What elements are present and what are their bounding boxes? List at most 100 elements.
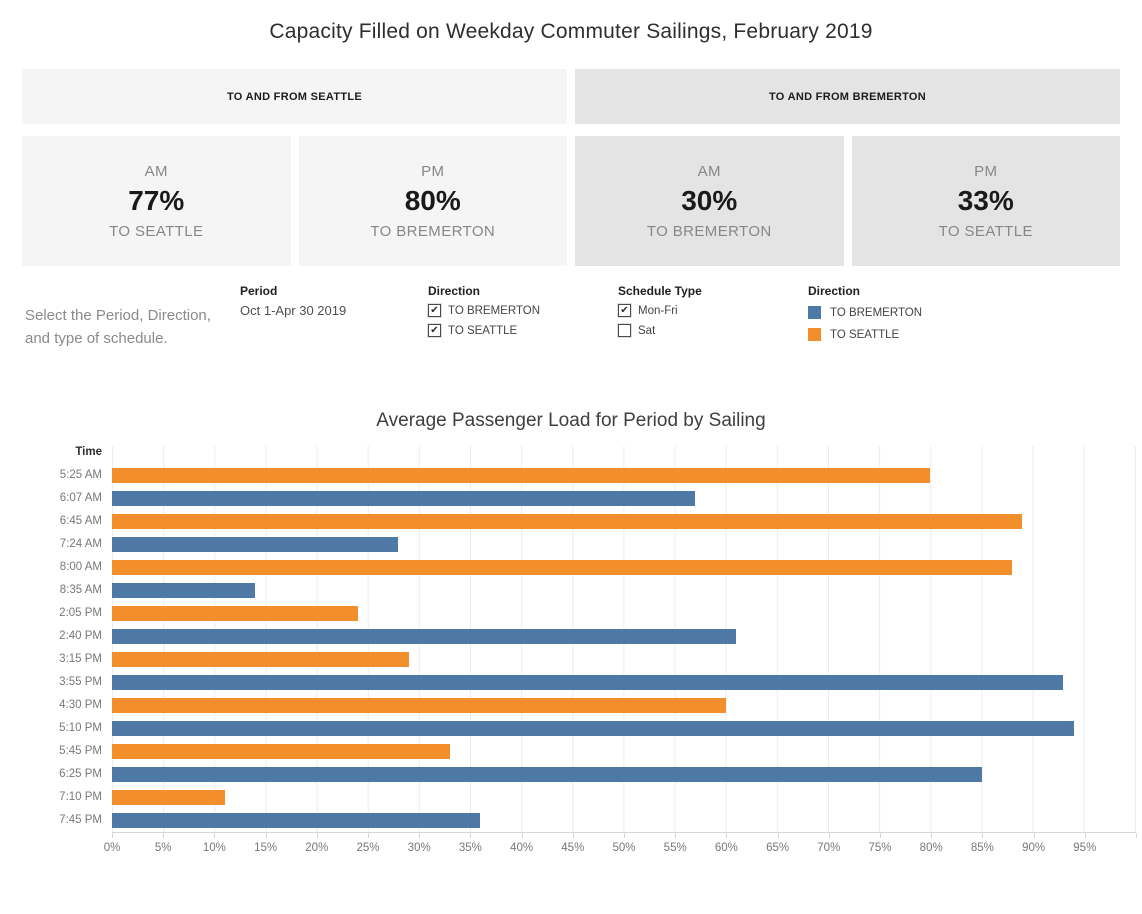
bar-track xyxy=(112,579,1136,602)
kpi-value: 77% xyxy=(128,184,185,216)
legend-items: TO BREMERTON TO SEATTLE xyxy=(808,305,922,342)
legend-swatch-icon xyxy=(808,306,821,319)
checkbox-checked-icon[interactable]: ✔ xyxy=(618,304,631,317)
time-tick-label: 7:24 AM xyxy=(59,538,102,550)
capacity-bar[interactable] xyxy=(112,675,1064,690)
axis-tick-icon xyxy=(419,833,421,838)
bar-track xyxy=(112,740,1136,763)
checkbox-checked-icon[interactable]: ✔ xyxy=(428,304,441,317)
direction-filter-label: Direction xyxy=(428,284,481,298)
kpi-card: AM 77% TO SEATTLE xyxy=(22,136,291,266)
schedule-type-label: Schedule Type xyxy=(618,284,702,298)
schedule-type-option[interactable]: Sat xyxy=(618,323,702,338)
capacity-bar[interactable] xyxy=(112,560,1013,575)
bar-track xyxy=(112,809,1136,832)
x-tick-label: 85% xyxy=(970,842,994,854)
legend-swatch-icon xyxy=(808,328,821,341)
time-tick-label: 5:10 PM xyxy=(59,722,102,734)
capacity-bar[interactable] xyxy=(112,744,450,759)
direction-filter-option[interactable]: ✔ TO BREMERTON xyxy=(428,303,540,318)
x-tick-label: 15% xyxy=(254,842,278,854)
x-axis-corner xyxy=(22,832,112,866)
kpi-period-label: AM xyxy=(144,162,168,180)
chart-row: 2:40 PM xyxy=(22,625,1136,648)
x-tick-label: 10% xyxy=(202,842,226,854)
time-tick-label: 3:55 PM xyxy=(59,676,102,688)
time-tick-label: 2:05 PM xyxy=(59,607,102,619)
direction-color-legend: Direction TO BREMERTON TO SEATTLE xyxy=(808,284,922,342)
bar-track xyxy=(112,694,1136,717)
legend-item-label: TO BREMERTON xyxy=(830,306,923,319)
time-tick-label: 6:25 PM xyxy=(59,768,102,780)
direction-filter-option[interactable]: ✔ TO SEATTLE xyxy=(428,323,540,338)
legend-label: Direction xyxy=(808,284,861,298)
schedule-type-option[interactable]: ✔ Mon-Fri xyxy=(618,303,702,318)
legend-item[interactable]: TO BREMERTON xyxy=(808,305,922,320)
legend-item[interactable]: TO SEATTLE xyxy=(808,327,922,342)
x-tick-label: 60% xyxy=(714,842,738,854)
axis-tick-icon xyxy=(368,833,369,838)
kpi-card: PM 33% TO SEATTLE xyxy=(851,136,1120,266)
capacity-bar[interactable] xyxy=(112,721,1074,736)
kpi-period-label: AM xyxy=(697,162,721,180)
x-tick-label: 70% xyxy=(817,842,841,854)
kpi-period-label: PM xyxy=(974,162,998,180)
time-tick-label: 5:45 PM xyxy=(59,745,102,757)
x-tick-label: 35% xyxy=(458,842,482,854)
y-axis-title: Time xyxy=(75,446,102,458)
route-band: TO AND FROM BREMERTON xyxy=(575,69,1120,124)
time-tick-label: 5:25 AM xyxy=(59,469,102,481)
bar-track xyxy=(112,717,1136,740)
capacity-bar[interactable] xyxy=(112,583,256,598)
x-tick-label: 50% xyxy=(612,842,636,854)
time-tick-label: 6:07 AM xyxy=(59,492,102,504)
axis-tick-icon xyxy=(1033,833,1035,838)
axis-tick-icon xyxy=(1084,833,1086,838)
capacity-bar[interactable] xyxy=(112,813,481,828)
x-axis-track: 0% 5% 10% 15% 20% 25% 30% 35% 40% 45% 50% 55% 60% 65%… xyxy=(104,832,1137,866)
kpi-direction-label: TO BREMERTON xyxy=(370,222,496,240)
capacity-bar[interactable] xyxy=(112,468,931,483)
filter-panel: Select the Period, Direction, and type o… xyxy=(22,282,1120,382)
bar-chart: Time 5:25 AM 6:07 AM 6:45 AM 7:24 AM 8:00 AM… xyxy=(22,446,1137,866)
capacity-bar[interactable] xyxy=(112,606,358,621)
axis-tick-icon xyxy=(521,833,523,838)
time-tick-label: 6:45 AM xyxy=(59,515,102,527)
period-parameter: Period Oct 1-Apr 30 2019 xyxy=(240,284,346,318)
chart-row: 8:00 AM xyxy=(22,556,1136,579)
capacity-bar[interactable] xyxy=(112,629,737,644)
bar-track xyxy=(112,510,1136,533)
chart-row: 3:15 PM xyxy=(22,648,1136,671)
x-tick-label: 75% xyxy=(868,842,892,854)
chart-row: 6:07 AM xyxy=(22,487,1136,510)
axis-tick-icon xyxy=(1136,833,1137,838)
axis-tick-icon xyxy=(675,833,677,838)
bar-track xyxy=(112,625,1136,648)
checkbox-checked-icon[interactable]: ✔ xyxy=(428,324,441,337)
x-tick-label: 20% xyxy=(305,842,329,854)
capacity-bar[interactable] xyxy=(112,790,225,805)
capacity-bar[interactable] xyxy=(112,767,982,782)
capacity-bar[interactable] xyxy=(112,537,399,552)
capacity-bar[interactable] xyxy=(112,652,409,667)
kpi-direction-label: TO BREMERTON xyxy=(646,222,772,240)
x-tick-label: 40% xyxy=(510,842,534,854)
schedule-type-option-label: Mon-Fri xyxy=(638,304,678,317)
axis-tick-icon xyxy=(726,833,728,838)
checkbox-unchecked-icon[interactable] xyxy=(618,324,631,337)
legend-item-label: TO SEATTLE xyxy=(830,328,900,341)
axis-tick-icon xyxy=(931,833,933,838)
capacity-bar[interactable] xyxy=(112,698,726,713)
chart-row: 6:45 AM xyxy=(22,510,1136,533)
bar-track xyxy=(112,556,1136,579)
chart-row: 3:55 PM xyxy=(22,671,1136,694)
direction-filter: Direction ✔ TO BREMERTON ✔ TO SEATTLE xyxy=(428,284,540,338)
time-tick-label: 7:45 PM xyxy=(59,814,102,826)
capacity-bar[interactable] xyxy=(112,514,1023,529)
x-tick-label: 25% xyxy=(356,842,380,854)
kpi-period-label: PM xyxy=(421,162,445,180)
axis-tick-icon xyxy=(214,833,216,838)
capacity-bar[interactable] xyxy=(112,491,696,506)
kpi-card: AM 30% TO BREMERTON xyxy=(575,136,844,266)
schedule-type-options: ✔ Mon-Fri Sat xyxy=(618,303,702,338)
